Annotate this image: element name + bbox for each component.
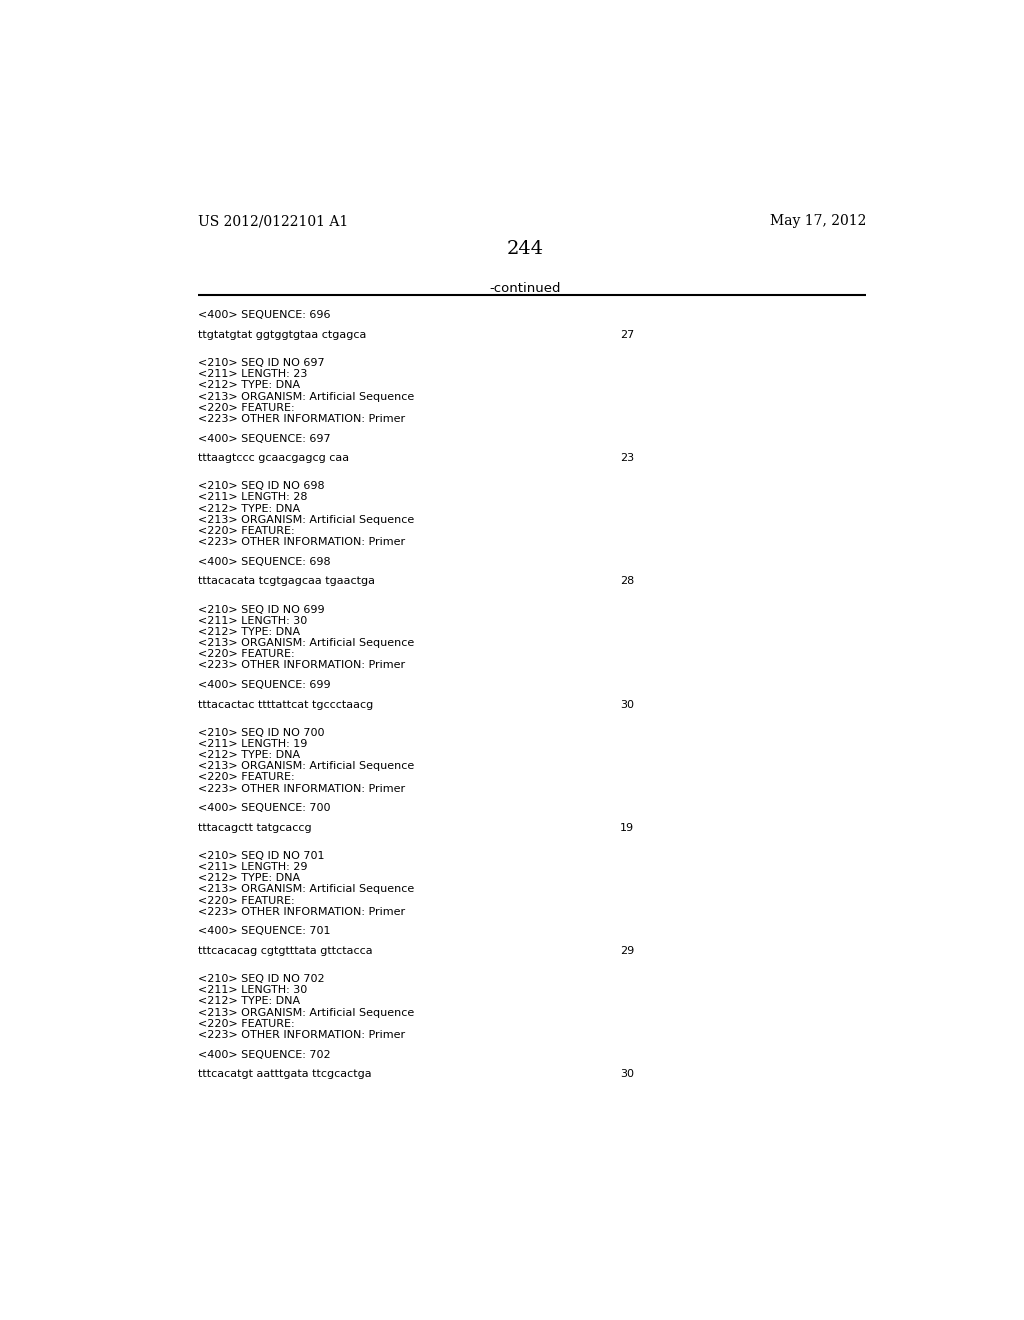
Text: <213> ORGANISM: Artificial Sequence: <213> ORGANISM: Artificial Sequence	[198, 392, 414, 401]
Text: 27: 27	[620, 330, 634, 341]
Text: <211> LENGTH: 23: <211> LENGTH: 23	[198, 370, 307, 379]
Text: <211> LENGTH: 30: <211> LENGTH: 30	[198, 985, 307, 995]
Text: <220> FEATURE:: <220> FEATURE:	[198, 403, 295, 413]
Text: <213> ORGANISM: Artificial Sequence: <213> ORGANISM: Artificial Sequence	[198, 515, 414, 525]
Text: 19: 19	[620, 822, 634, 833]
Text: <212> TYPE: DNA: <212> TYPE: DNA	[198, 750, 300, 760]
Text: <212> TYPE: DNA: <212> TYPE: DNA	[198, 380, 300, 391]
Text: <212> TYPE: DNA: <212> TYPE: DNA	[198, 874, 300, 883]
Text: <211> LENGTH: 29: <211> LENGTH: 29	[198, 862, 307, 873]
Text: <400> SEQUENCE: 699: <400> SEQUENCE: 699	[198, 680, 331, 690]
Text: <400> SEQUENCE: 702: <400> SEQUENCE: 702	[198, 1049, 331, 1060]
Text: tttacagctt tatgcaccg: tttacagctt tatgcaccg	[198, 822, 311, 833]
Text: <223> OTHER INFORMATION: Primer: <223> OTHER INFORMATION: Primer	[198, 660, 404, 671]
Text: 29: 29	[620, 946, 634, 956]
Text: <212> TYPE: DNA: <212> TYPE: DNA	[198, 997, 300, 1006]
Text: US 2012/0122101 A1: US 2012/0122101 A1	[198, 214, 348, 228]
Text: tttcacatgt aatttgata ttcgcactga: tttcacatgt aatttgata ttcgcactga	[198, 1069, 372, 1080]
Text: <211> LENGTH: 28: <211> LENGTH: 28	[198, 492, 307, 503]
Text: -continued: -continued	[489, 282, 560, 296]
Text: <213> ORGANISM: Artificial Sequence: <213> ORGANISM: Artificial Sequence	[198, 884, 414, 895]
Text: <213> ORGANISM: Artificial Sequence: <213> ORGANISM: Artificial Sequence	[198, 1007, 414, 1018]
Text: <400> SEQUENCE: 698: <400> SEQUENCE: 698	[198, 557, 331, 566]
Text: 30: 30	[620, 700, 634, 710]
Text: <210> SEQ ID NO 702: <210> SEQ ID NO 702	[198, 974, 325, 985]
Text: <223> OTHER INFORMATION: Primer: <223> OTHER INFORMATION: Primer	[198, 537, 404, 548]
Text: <210> SEQ ID NO 700: <210> SEQ ID NO 700	[198, 727, 325, 738]
Text: <210> SEQ ID NO 697: <210> SEQ ID NO 697	[198, 358, 325, 368]
Text: <213> ORGANISM: Artificial Sequence: <213> ORGANISM: Artificial Sequence	[198, 638, 414, 648]
Text: <223> OTHER INFORMATION: Primer: <223> OTHER INFORMATION: Primer	[198, 907, 404, 917]
Text: <210> SEQ ID NO 701: <210> SEQ ID NO 701	[198, 851, 325, 861]
Text: tttacacata tcgtgagcaa tgaactga: tttacacata tcgtgagcaa tgaactga	[198, 577, 375, 586]
Text: <211> LENGTH: 19: <211> LENGTH: 19	[198, 739, 307, 748]
Text: <220> FEATURE:: <220> FEATURE:	[198, 525, 295, 536]
Text: <400> SEQUENCE: 696: <400> SEQUENCE: 696	[198, 310, 331, 321]
Text: 30: 30	[620, 1069, 634, 1080]
Text: <213> ORGANISM: Artificial Sequence: <213> ORGANISM: Artificial Sequence	[198, 762, 414, 771]
Text: 244: 244	[506, 240, 544, 257]
Text: tttaagtccc gcaacgagcg caa: tttaagtccc gcaacgagcg caa	[198, 453, 349, 463]
Text: tttacactac ttttattcat tgccctaacg: tttacactac ttttattcat tgccctaacg	[198, 700, 373, 710]
Text: <211> LENGTH: 30: <211> LENGTH: 30	[198, 615, 307, 626]
Text: <212> TYPE: DNA: <212> TYPE: DNA	[198, 627, 300, 636]
Text: <220> FEATURE:: <220> FEATURE:	[198, 895, 295, 906]
Text: ttgtatgtat ggtggtgtaa ctgagca: ttgtatgtat ggtggtgtaa ctgagca	[198, 330, 367, 341]
Text: <223> OTHER INFORMATION: Primer: <223> OTHER INFORMATION: Primer	[198, 784, 404, 793]
Text: 23: 23	[620, 453, 634, 463]
Text: <220> FEATURE:: <220> FEATURE:	[198, 1019, 295, 1028]
Text: May 17, 2012: May 17, 2012	[770, 214, 866, 228]
Text: <400> SEQUENCE: 697: <400> SEQUENCE: 697	[198, 433, 331, 444]
Text: <220> FEATURE:: <220> FEATURE:	[198, 649, 295, 659]
Text: <400> SEQUENCE: 700: <400> SEQUENCE: 700	[198, 803, 331, 813]
Text: <210> SEQ ID NO 698: <210> SEQ ID NO 698	[198, 482, 325, 491]
Text: <212> TYPE: DNA: <212> TYPE: DNA	[198, 504, 300, 513]
Text: <220> FEATURE:: <220> FEATURE:	[198, 772, 295, 783]
Text: 28: 28	[620, 577, 634, 586]
Text: tttcacacag cgtgtttata gttctacca: tttcacacag cgtgtttata gttctacca	[198, 946, 373, 956]
Text: <223> OTHER INFORMATION: Primer: <223> OTHER INFORMATION: Primer	[198, 1030, 404, 1040]
Text: <400> SEQUENCE: 701: <400> SEQUENCE: 701	[198, 927, 331, 936]
Text: <223> OTHER INFORMATION: Primer: <223> OTHER INFORMATION: Primer	[198, 414, 404, 424]
Text: <210> SEQ ID NO 699: <210> SEQ ID NO 699	[198, 605, 325, 615]
